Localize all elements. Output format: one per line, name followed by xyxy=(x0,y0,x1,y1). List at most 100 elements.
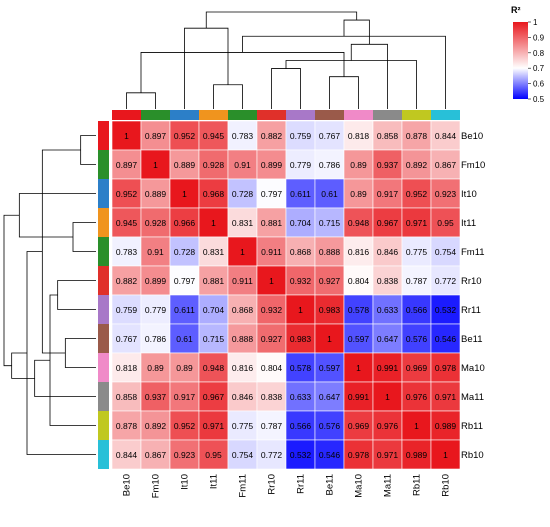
heatmap-cell xyxy=(314,265,345,296)
colorbar-tick-label: 0.9 xyxy=(533,33,545,42)
dendrogram-branch xyxy=(49,294,96,426)
heatmap-cell xyxy=(372,236,403,267)
heatmap-cell xyxy=(169,236,200,267)
colorbar xyxy=(513,22,528,99)
column-group-color xyxy=(373,110,402,120)
heatmap-cell xyxy=(343,207,374,238)
cell-value-label: 0.923 xyxy=(435,189,457,199)
cell-value-label: 0.532 xyxy=(290,450,312,460)
heatmap-cell xyxy=(430,439,461,470)
cell-value-label: 0.937 xyxy=(377,160,399,170)
cell-value-label: 0.928 xyxy=(145,218,167,228)
heatmap-cell xyxy=(227,381,258,412)
dendrogram-branch xyxy=(57,280,96,310)
heatmap-cell xyxy=(198,178,229,209)
heatmap-cell xyxy=(198,381,229,412)
row-group-color xyxy=(98,150,109,179)
row-label: Fm10 xyxy=(461,160,485,171)
cell-value-label: 0.759 xyxy=(290,131,312,141)
heatmap-cell xyxy=(169,294,200,325)
cell-value-label: 0.948 xyxy=(348,218,370,228)
cell-value-label: 0.611 xyxy=(174,305,195,315)
colorbar-tick-label: 0.5 xyxy=(533,95,545,104)
cell-value-label: 0.978 xyxy=(435,363,457,373)
cell-value-label: 0.831 xyxy=(203,247,225,257)
cell-value-label: 0.787 xyxy=(261,421,283,431)
heatmap-cell xyxy=(140,236,171,267)
row-group-color xyxy=(98,353,109,382)
cell-value-label: 0.576 xyxy=(319,421,341,431)
cell-value-label: 0.889 xyxy=(174,160,196,170)
cell-value-label: 0.818 xyxy=(348,131,370,141)
colorbar-tick-label: 1 xyxy=(533,18,538,27)
cell-value-label: 1 xyxy=(269,276,274,286)
heatmap-cell xyxy=(285,294,316,325)
cell-value-label: 0.89 xyxy=(176,363,193,373)
cell-value-label: 0.928 xyxy=(203,160,225,170)
heatmap-cell xyxy=(198,410,229,441)
cell-value-label: 0.991 xyxy=(348,392,370,402)
row-label: It10 xyxy=(461,189,477,200)
heatmap-cell xyxy=(227,439,258,470)
heatmap-cell xyxy=(140,265,171,296)
cell-value-label: 0.923 xyxy=(174,450,196,460)
cell-value-label: 0.897 xyxy=(145,131,167,141)
cell-value-label: 0.878 xyxy=(116,421,138,431)
heatmap-cell xyxy=(227,207,258,238)
cell-value-label: 0.787 xyxy=(406,276,428,286)
heatmap-cell xyxy=(227,120,258,151)
cell-value-label: 0.867 xyxy=(435,160,457,170)
colorbar-ticks: 1 0.9 0.8 0.7 0.6 0.5 xyxy=(528,18,545,104)
heatmap-cell xyxy=(285,236,316,267)
cell-value-label: 0.786 xyxy=(319,160,341,170)
dendrogram-branch xyxy=(34,359,96,397)
heatmap-cell xyxy=(430,236,461,267)
row-group-color xyxy=(98,121,109,150)
row-label: Be10 xyxy=(461,131,483,142)
cell-value-label: 0.952 xyxy=(174,421,196,431)
heatmap-cell xyxy=(401,265,432,296)
heatmap-cell xyxy=(169,352,200,383)
column-group-color xyxy=(170,110,199,120)
dendrogram-branch xyxy=(72,222,96,252)
column-group-color xyxy=(228,110,257,120)
cell-value-label: 0.969 xyxy=(406,363,428,373)
heatmap-cell xyxy=(343,236,374,267)
row-label: Fm11 xyxy=(461,247,485,258)
heatmap-cell xyxy=(198,294,229,325)
cell-value-label: 0.775 xyxy=(406,247,428,257)
cell-value-label: 0.566 xyxy=(406,305,428,315)
heatmap-cell xyxy=(285,178,316,209)
row-group-bar xyxy=(98,121,109,469)
cell-value-label: 0.647 xyxy=(377,334,399,344)
column-group-color xyxy=(431,110,460,120)
column-group-color xyxy=(344,110,373,120)
heatmap-cell xyxy=(227,149,258,180)
heatmap-cell xyxy=(285,381,316,412)
cell-value-label: 1 xyxy=(443,450,448,460)
row-group-color xyxy=(98,324,109,353)
cell-value-label: 0.846 xyxy=(377,247,399,257)
heatmap-cell xyxy=(256,149,287,180)
row-label: Rr10 xyxy=(461,276,482,287)
heatmap-cell xyxy=(285,439,316,470)
dendrogram-branch xyxy=(3,214,20,367)
cell-value-label: 0.61 xyxy=(321,189,338,199)
colorbar-tick-label: 0.6 xyxy=(533,80,545,89)
dendrogram-branch xyxy=(329,76,359,109)
heatmap-cell xyxy=(285,410,316,441)
heatmap-cell xyxy=(430,294,461,325)
heatmap-cell xyxy=(401,410,432,441)
column-group-bar xyxy=(112,110,460,120)
cell-value-label: 0.967 xyxy=(203,392,225,402)
heatmap-cell xyxy=(111,352,142,383)
heatmap-cell xyxy=(430,323,461,354)
heatmap-cell xyxy=(111,149,142,180)
row-dendrogram xyxy=(3,135,96,455)
cell-value-label: 0.797 xyxy=(261,189,283,199)
heatmap-cell xyxy=(198,439,229,470)
column-dendrogram xyxy=(126,11,446,109)
cell-value-label: 0.878 xyxy=(406,131,428,141)
heatmap-cell xyxy=(372,120,403,151)
